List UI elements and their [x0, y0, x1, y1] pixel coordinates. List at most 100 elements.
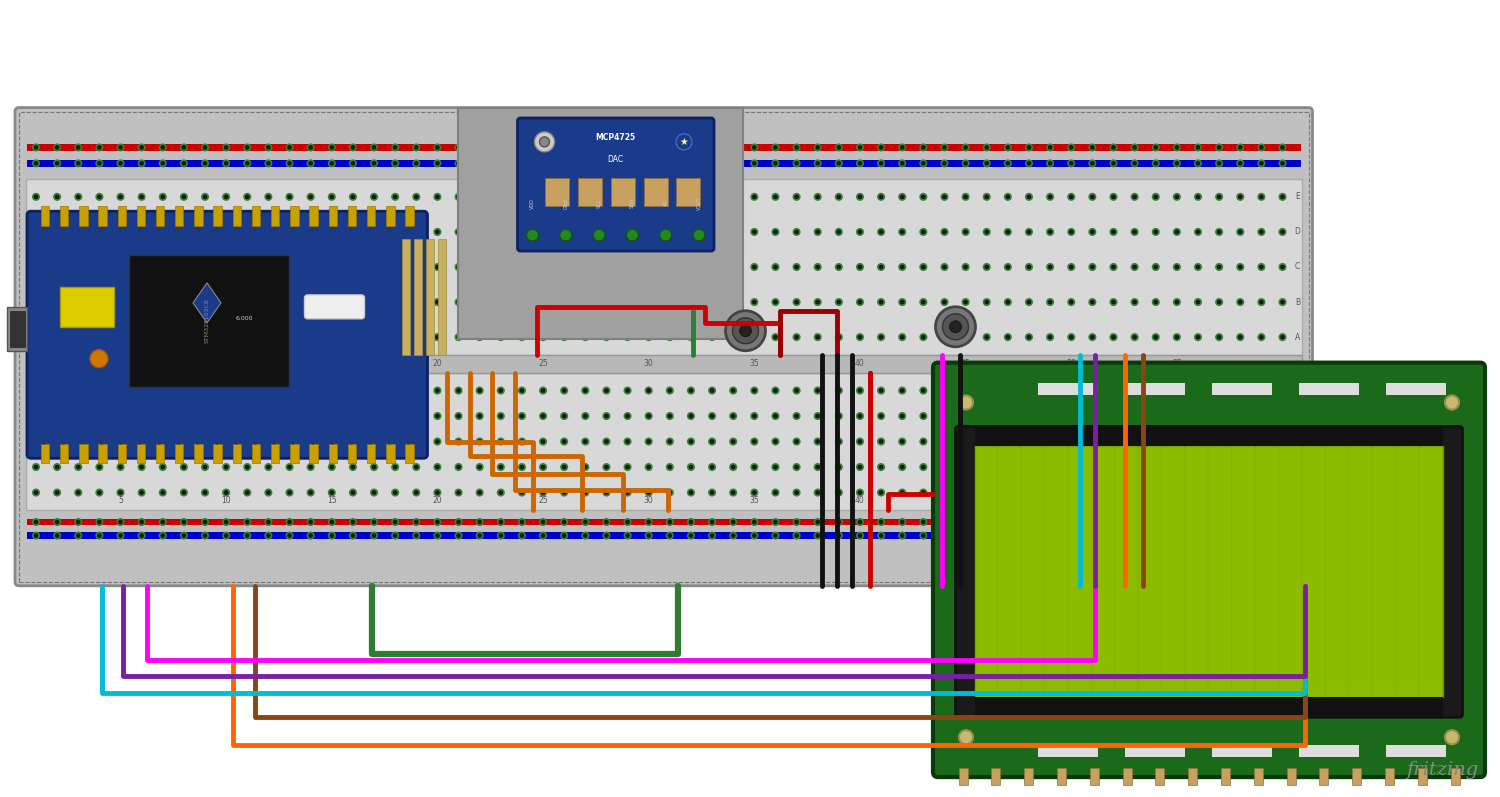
Bar [1209, 446, 1231, 697]
Text: A4: A4 [254, 439, 258, 444]
Circle shape [75, 160, 81, 167]
Circle shape [645, 464, 652, 470]
Circle shape [180, 264, 188, 270]
Circle shape [942, 264, 948, 270]
Circle shape [350, 387, 355, 394]
Circle shape [159, 229, 166, 235]
Circle shape [1216, 438, 1222, 445]
Bar [975, 697, 1443, 717]
Circle shape [772, 264, 778, 270]
Circle shape [1110, 519, 1116, 525]
Circle shape [1026, 464, 1032, 470]
Circle shape [1238, 387, 1244, 394]
Circle shape [836, 438, 842, 445]
Circle shape [33, 438, 39, 445]
Circle shape [117, 299, 123, 305]
Circle shape [519, 519, 525, 525]
Circle shape [540, 137, 549, 147]
Circle shape [920, 519, 927, 525]
Circle shape [582, 489, 588, 496]
Circle shape [942, 144, 948, 151]
Circle shape [1131, 334, 1138, 340]
Circle shape [794, 229, 800, 235]
Circle shape [350, 144, 355, 151]
Circle shape [1089, 387, 1095, 394]
Text: 5V: 5V [369, 226, 374, 230]
Circle shape [96, 532, 102, 539]
Circle shape [794, 413, 800, 419]
Circle shape [666, 299, 674, 305]
Circle shape [1089, 438, 1095, 445]
Text: H: H [1294, 437, 1300, 446]
Circle shape [730, 489, 736, 496]
Circle shape [772, 160, 778, 167]
Circle shape [1005, 387, 1011, 394]
Circle shape [1152, 194, 1160, 200]
Circle shape [752, 334, 758, 340]
Circle shape [1196, 299, 1202, 305]
Circle shape [54, 229, 60, 235]
Circle shape [687, 489, 694, 496]
Circle shape [603, 532, 609, 539]
Circle shape [477, 194, 483, 200]
Circle shape [477, 160, 483, 167]
Circle shape [603, 229, 609, 235]
Circle shape [456, 489, 462, 496]
Circle shape [582, 334, 588, 340]
Circle shape [1173, 519, 1180, 525]
Circle shape [244, 489, 250, 496]
Circle shape [286, 264, 292, 270]
Circle shape [710, 438, 716, 445]
Circle shape [413, 464, 420, 470]
Circle shape [328, 387, 334, 394]
Circle shape [693, 229, 705, 241]
Circle shape [96, 489, 102, 496]
FancyBboxPatch shape [15, 108, 1312, 586]
Bar [60, 444, 69, 463]
Circle shape [666, 519, 674, 525]
Bar [27, 532, 1300, 539]
Bar [348, 206, 355, 226]
Text: SDA: SDA [630, 198, 634, 208]
Circle shape [96, 144, 102, 151]
Circle shape [660, 229, 672, 241]
Circle shape [286, 438, 292, 445]
Circle shape [286, 519, 292, 525]
Circle shape [1131, 413, 1138, 419]
Bar [1320, 768, 1329, 785]
Circle shape [159, 489, 166, 496]
Circle shape [477, 413, 483, 419]
Circle shape [75, 387, 81, 394]
Circle shape [1173, 387, 1180, 394]
Circle shape [33, 519, 39, 525]
Circle shape [1026, 264, 1032, 270]
Circle shape [772, 299, 778, 305]
Circle shape [1238, 264, 1244, 270]
Bar [1138, 446, 1161, 697]
Text: GND: GND [564, 198, 568, 209]
Text: B11: B11 [120, 437, 123, 444]
Circle shape [856, 387, 862, 394]
Circle shape [477, 464, 483, 470]
Circle shape [308, 160, 314, 167]
Circle shape [1258, 532, 1264, 539]
Circle shape [1152, 144, 1160, 151]
Circle shape [392, 519, 399, 525]
Circle shape [1238, 519, 1244, 525]
Circle shape [308, 299, 314, 305]
Circle shape [1173, 229, 1180, 235]
Circle shape [370, 229, 376, 235]
Circle shape [898, 334, 906, 340]
Circle shape [815, 229, 821, 235]
Circle shape [752, 264, 758, 270]
Bar [958, 768, 968, 785]
Circle shape [898, 489, 906, 496]
Circle shape [1026, 194, 1032, 200]
Circle shape [984, 489, 990, 496]
Circle shape [1110, 160, 1116, 167]
Circle shape [561, 464, 567, 470]
Bar [27, 519, 1300, 525]
Circle shape [1196, 438, 1202, 445]
Circle shape [138, 532, 146, 539]
Text: 10: 10 [222, 497, 231, 505]
